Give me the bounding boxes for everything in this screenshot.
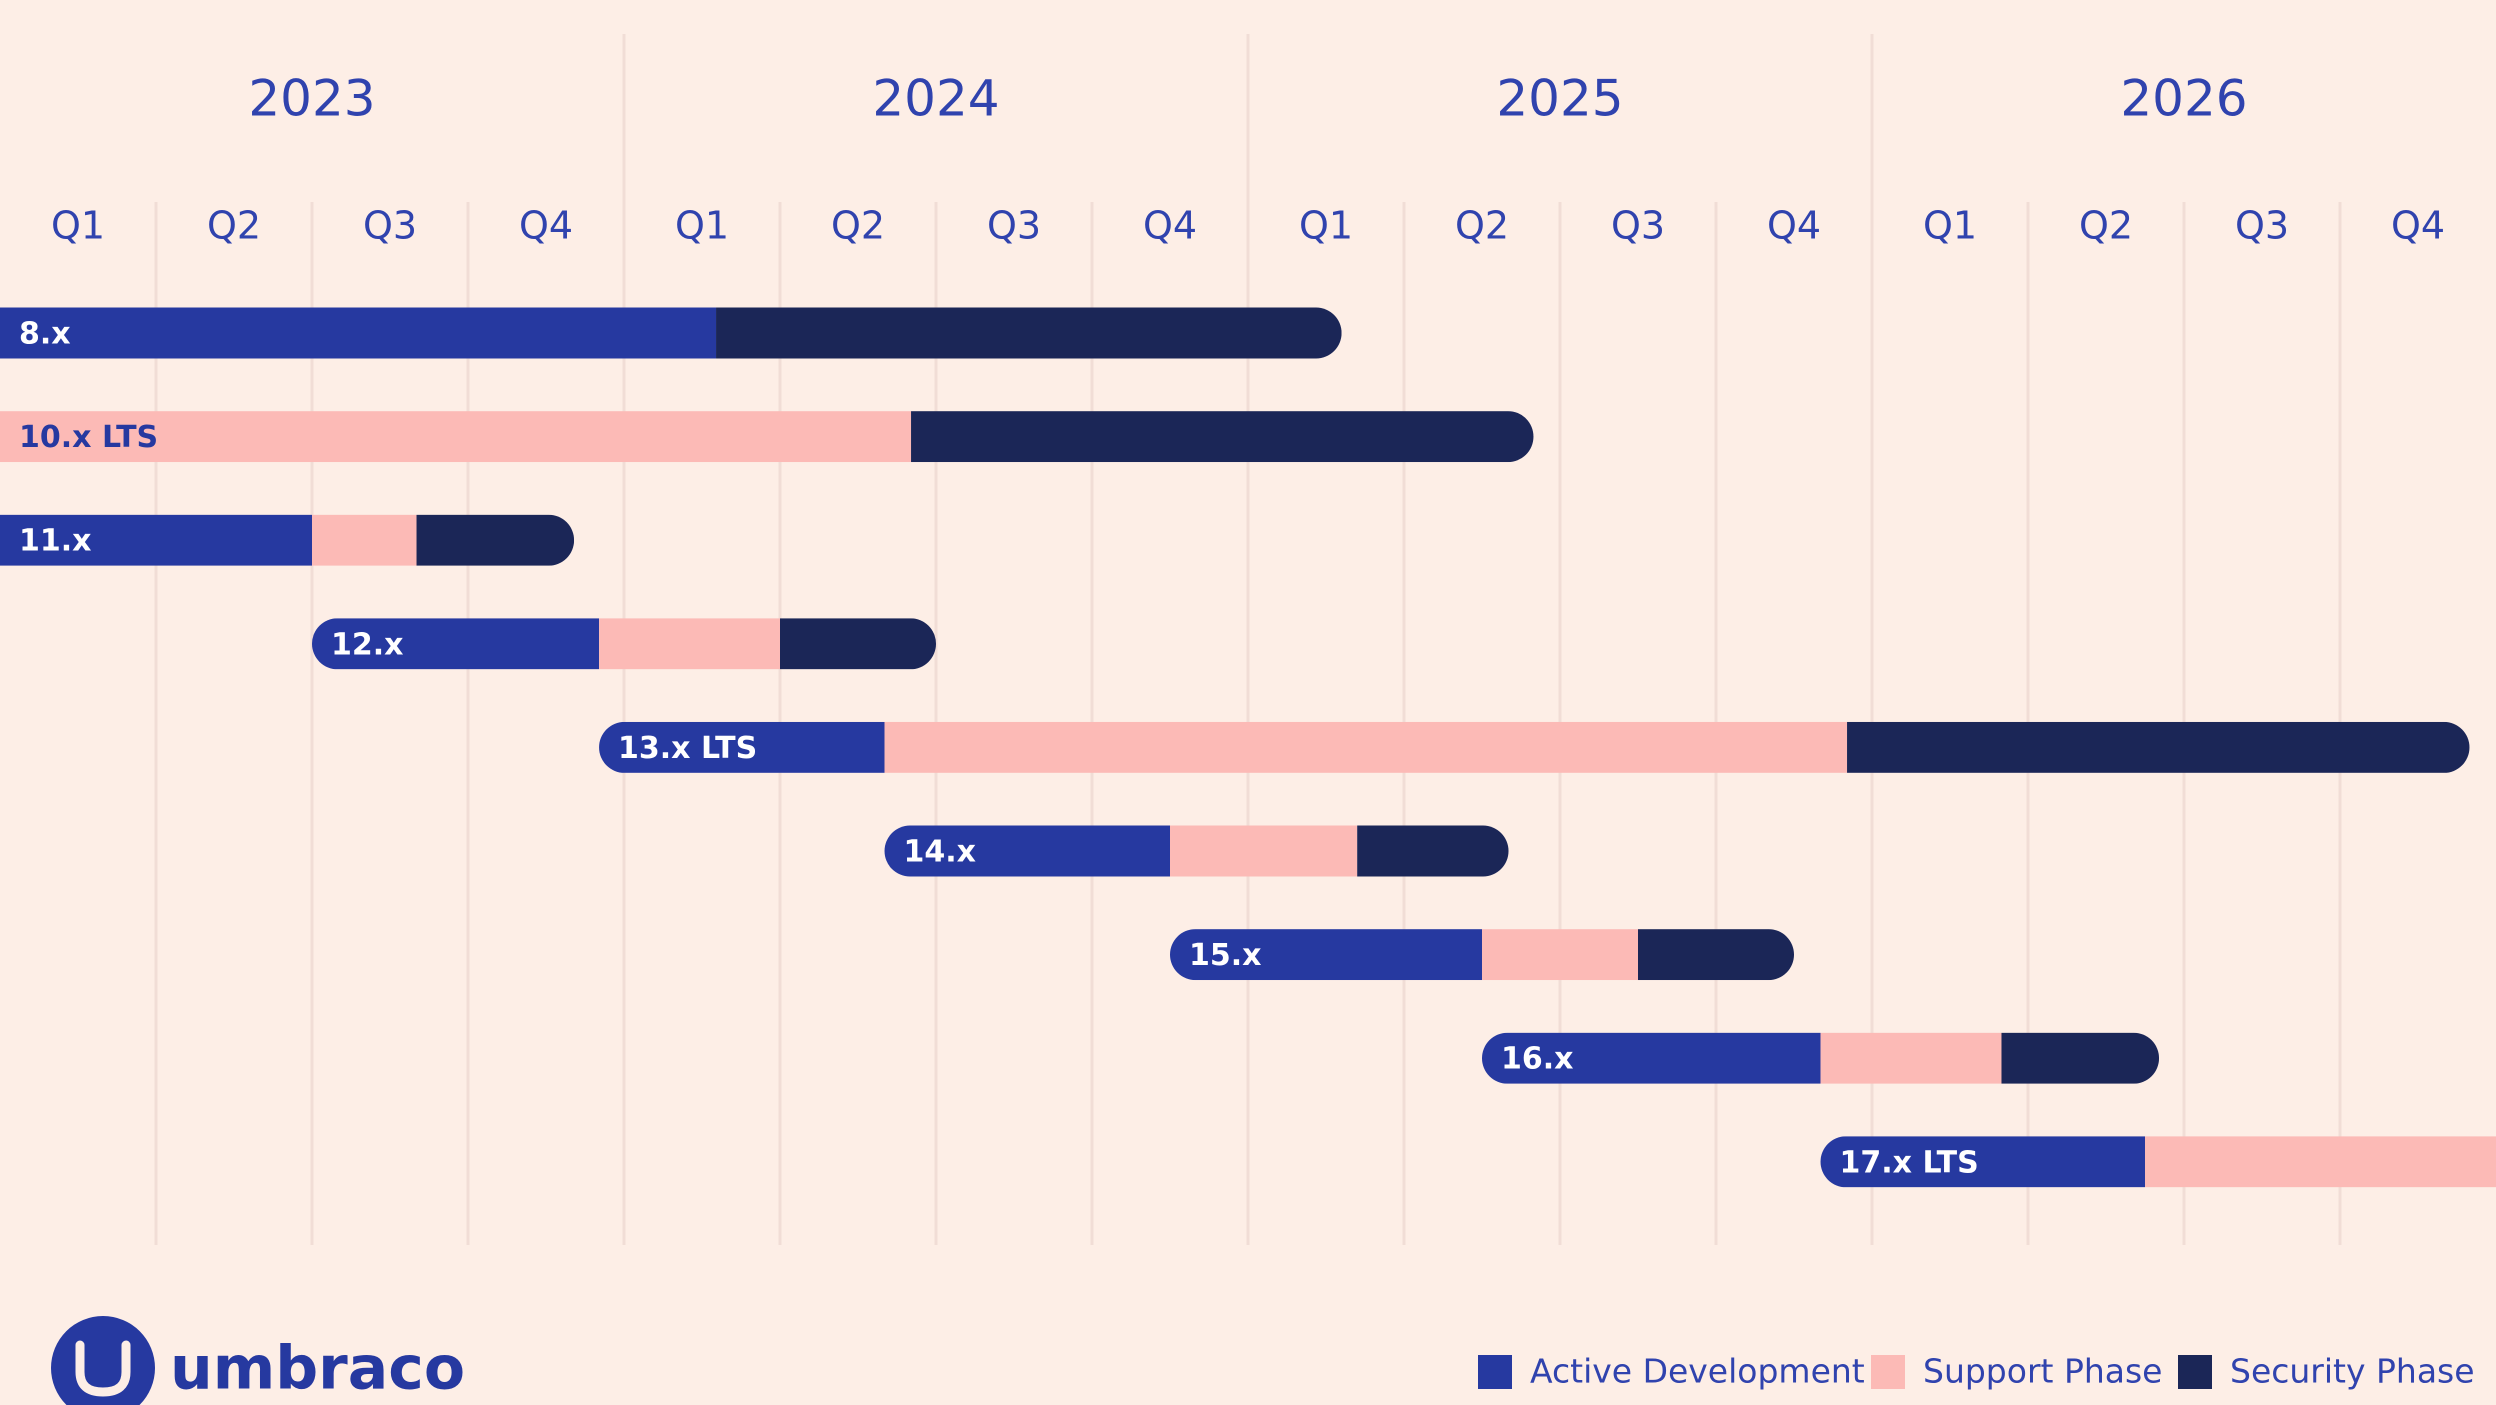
phase-bar bbox=[0, 514, 312, 566]
version-label: 14.x bbox=[904, 835, 977, 870]
x-tick-label: Q2 bbox=[831, 204, 885, 248]
x-tick-label: Q4 bbox=[1143, 204, 1197, 248]
phase-bar bbox=[599, 618, 780, 670]
x-tick-label: Q2 bbox=[207, 204, 261, 248]
x-tick-label: Q2 bbox=[2079, 204, 2133, 248]
phase-bar bbox=[1357, 825, 1509, 877]
legend-label: Support Phase bbox=[1923, 1352, 2162, 1391]
legend-swatch bbox=[2178, 1355, 2212, 1389]
x-tick-label: Q3 bbox=[363, 204, 417, 248]
row bbox=[884, 825, 1509, 877]
x-tick-label: Q1 bbox=[1299, 204, 1353, 248]
row bbox=[0, 514, 575, 566]
row bbox=[1170, 929, 1794, 981]
legend-swatch bbox=[1478, 1355, 1512, 1389]
x-tick-label: Q3 bbox=[1611, 204, 1665, 248]
version-label: 17.x LTS bbox=[1840, 1145, 1979, 1180]
phase-bar bbox=[1482, 1032, 1821, 1084]
version-label: 10.x LTS bbox=[19, 420, 158, 455]
version-label: 11.x bbox=[19, 524, 92, 559]
version-label: 12.x bbox=[331, 627, 404, 662]
phase-bar bbox=[1847, 721, 2470, 773]
phase-bar bbox=[0, 307, 717, 359]
row bbox=[312, 618, 936, 670]
x-tick-label: Q1 bbox=[1923, 204, 1977, 248]
x-tick-label: Q4 bbox=[519, 204, 573, 248]
row bbox=[1820, 1136, 2496, 1188]
bars: 8.x 10.x LTS 11.x 12.x 13.x LTS 14.x 15.x 16.x 1… bbox=[0, 307, 2496, 1188]
version-label: 13.x LTS bbox=[618, 731, 757, 766]
legend-swatch bbox=[1871, 1355, 1905, 1389]
year-label: 2023 bbox=[248, 70, 375, 128]
legend-label: Security Phase bbox=[2230, 1352, 2475, 1391]
phase-bar bbox=[2001, 1032, 2160, 1084]
row bbox=[1482, 1032, 2160, 1084]
phase-bar bbox=[884, 825, 1170, 877]
x-tick-label: Q3 bbox=[2235, 204, 2289, 248]
phase-bar bbox=[599, 721, 885, 773]
x-tick-label: Q1 bbox=[51, 204, 105, 248]
legend-label: Active Development bbox=[1530, 1352, 1865, 1391]
x-tick-label: Q4 bbox=[2391, 204, 2445, 248]
phase-bar bbox=[911, 411, 1534, 463]
phase-bar bbox=[312, 618, 600, 670]
phase-bar bbox=[1820, 1032, 2002, 1084]
brand-name: umbraco bbox=[170, 1334, 465, 1404]
x-tick-label: Q1 bbox=[675, 204, 729, 248]
phase-bar bbox=[780, 618, 936, 670]
year-label: 2026 bbox=[2120, 70, 2247, 128]
version-label: 8.x bbox=[19, 317, 71, 352]
year-label: 2024 bbox=[872, 70, 999, 128]
version-label: 15.x bbox=[1189, 938, 1262, 973]
phase-bar bbox=[1170, 929, 1482, 981]
logo-mark bbox=[75, 1340, 131, 1397]
logo-circle bbox=[51, 1316, 155, 1405]
row bbox=[599, 721, 2470, 773]
row bbox=[0, 411, 1534, 463]
phase-bar bbox=[1820, 1136, 2145, 1188]
phase-bar bbox=[2145, 1136, 2496, 1188]
year-label: 2025 bbox=[1496, 70, 1623, 128]
phase-bar bbox=[312, 514, 417, 566]
x-tick-label: Q4 bbox=[1767, 204, 1821, 248]
x-tick-label: Q2 bbox=[1455, 204, 1509, 248]
brand-logo: umbraco bbox=[51, 1316, 465, 1405]
phase-bar bbox=[1482, 929, 1638, 981]
phase-bar bbox=[1170, 825, 1358, 877]
phase-bar bbox=[1638, 929, 1794, 981]
phase-bar bbox=[0, 411, 912, 463]
legend: Active Development Support Phase Security … bbox=[1478, 1352, 2475, 1391]
phase-bar bbox=[884, 721, 1848, 773]
row bbox=[0, 307, 1342, 359]
version-label: 16.x bbox=[1501, 1042, 1574, 1077]
x-tick-label: Q3 bbox=[987, 204, 1041, 248]
phase-bar bbox=[416, 514, 575, 566]
phase-bar bbox=[716, 307, 1342, 359]
